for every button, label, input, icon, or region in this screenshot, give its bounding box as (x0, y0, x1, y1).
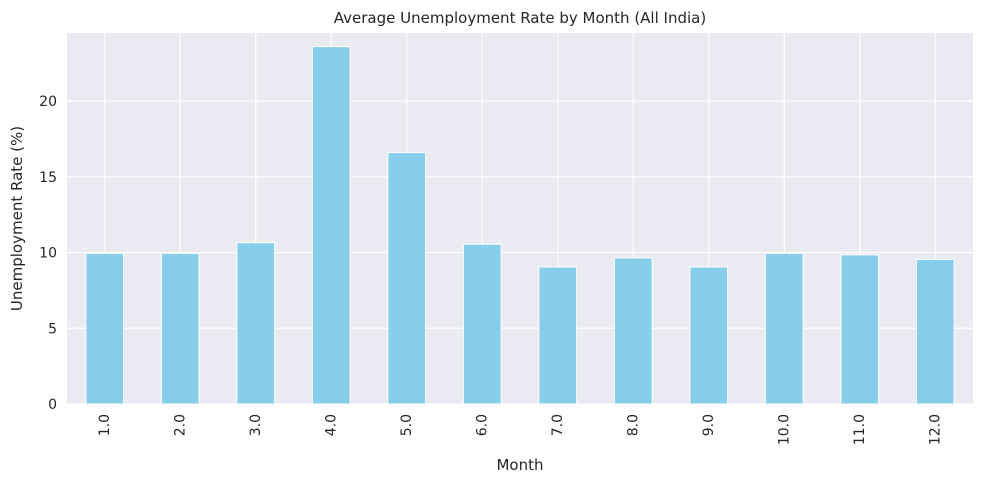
x-tick-label: 5.0 (399, 414, 415, 436)
bar-month-7.0 (538, 266, 578, 405)
x-tick-label: 3.0 (248, 414, 264, 436)
x-tick-label: 9.0 (701, 414, 717, 436)
bar-month-10.0 (764, 252, 804, 405)
bars (85, 46, 955, 405)
x-tick-label: 2.0 (172, 414, 188, 436)
x-axis-label: Month (496, 456, 543, 474)
x-tick-labels: 1.0 2.0 3.0 4.0 5.0 6.0 7.0 8.0 9.0 10.0 11.0 12.0 (97, 414, 944, 445)
x-tick-label: 8.0 (625, 414, 641, 436)
plot-area (67, 33, 973, 404)
x-tick-label: 10.0 (776, 414, 792, 445)
chart-title: Average Unemployment Rate by Month (All … (334, 9, 706, 27)
y-tick-label: 20 (39, 94, 57, 110)
x-tick-label: 6.0 (474, 414, 490, 436)
bar-month-11.0 (840, 254, 880, 405)
y-tick-label: 5 (48, 321, 57, 337)
x-tick-label: 4.0 (323, 414, 339, 436)
y-tick-label: 15 (39, 170, 57, 186)
bar-month-8.0 (613, 257, 653, 405)
bar-month-4.0 (311, 46, 351, 405)
bar-month-12.0 (915, 258, 955, 405)
bar-month-2.0 (160, 252, 200, 405)
bar-month-9.0 (689, 266, 729, 405)
bar-month-1.0 (85, 252, 125, 405)
x-tick-label: 11.0 (852, 414, 868, 445)
y-tick-label: 10 (39, 246, 57, 262)
x-tick-label: 1.0 (97, 414, 113, 436)
bar-month-6.0 (462, 243, 502, 405)
y-axis-label: Unemployment Rate (%) (8, 126, 26, 311)
x-tick-label: 12.0 (927, 414, 943, 445)
y-tick-label: 0 (48, 397, 57, 413)
bar-month-3.0 (236, 242, 276, 405)
y-tick-labels: 0 5 10 15 20 (39, 94, 57, 413)
bar-month-5.0 (387, 152, 427, 405)
x-tick-label: 7.0 (550, 414, 566, 436)
